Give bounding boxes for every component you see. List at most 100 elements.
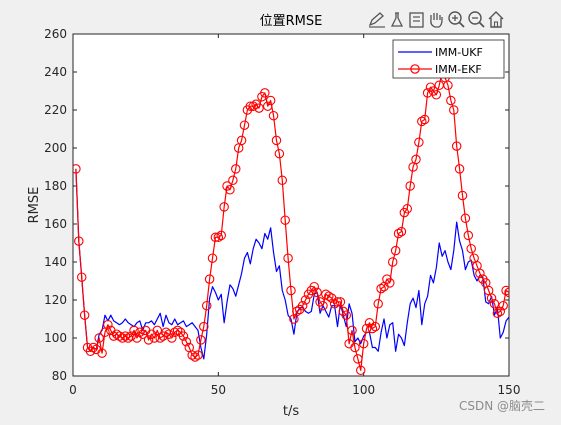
data-point-imm-ekf (486, 293, 497, 303)
data-point-imm-ekf (489, 299, 500, 309)
x-axis-label: t/s (283, 404, 299, 419)
data-point-imm-ekf (367, 323, 378, 334)
data-point-imm-ekf (422, 88, 433, 98)
y-axis-label: RMSE (27, 187, 42, 224)
data-point-imm-ekf (199, 321, 209, 332)
annotate-icon[interactable] (368, 12, 385, 28)
data-point-imm-ekf (277, 175, 288, 186)
data-point-imm-ekf (414, 137, 424, 148)
data-point-imm-ekf (460, 213, 471, 224)
data-point-imm-ekf (79, 310, 90, 320)
y-tick-label: 120 (44, 293, 67, 307)
data-point-imm-ekf (332, 297, 343, 307)
data-point-imm-ekf (318, 300, 328, 311)
data-point-imm-ekf (449, 105, 459, 115)
data-point-imm-ekf (265, 95, 276, 106)
data-point-imm-ekf (196, 335, 206, 345)
save-icon[interactable] (409, 12, 424, 28)
data-point-imm-ekf (216, 230, 226, 241)
data-point-imm-ekf (207, 253, 218, 263)
x-tick-label: 150 (498, 383, 521, 397)
data-point-imm-ekf (504, 287, 509, 298)
y-tick-label: 100 (44, 331, 67, 345)
data-point-imm-ekf (167, 333, 177, 343)
data-point-imm-ekf (108, 331, 119, 341)
data-point-imm-ekf (501, 285, 509, 296)
zoom-in-icon[interactable] (448, 11, 465, 28)
data-point-imm-ekf (341, 310, 351, 320)
data-point-imm-ekf (210, 232, 221, 243)
data-point-imm-ekf (419, 114, 430, 125)
data-point-imm-ekf (187, 350, 197, 360)
data-point-imm-ekf (463, 230, 474, 241)
data-point-imm-ekf (347, 325, 357, 336)
data-point-imm-ekf (190, 352, 200, 362)
data-point-imm-ekf (446, 95, 456, 106)
data-point-imm-ekf (239, 120, 250, 130)
data-point-imm-ekf (353, 354, 363, 364)
data-point-imm-ekf (431, 90, 442, 100)
x-tick-label: 50 (211, 383, 226, 397)
plot-series-group (73, 67, 509, 376)
y-tick-label: 140 (44, 255, 67, 269)
data-point-imm-ekf (335, 297, 346, 307)
data-point-imm-ekf (231, 164, 241, 174)
data-point-imm-ekf (245, 101, 256, 111)
data-point-imm-ekf (466, 243, 476, 254)
data-point-imm-ekf (236, 135, 247, 146)
data-point-imm-ekf (358, 338, 369, 349)
data-point-imm-ekf (451, 141, 462, 151)
data-point-imm-ekf (396, 226, 407, 237)
y-tick-label: 80 (52, 369, 67, 383)
data-point-imm-ekf (300, 295, 311, 305)
data-point-imm-ekf (373, 299, 383, 309)
data-point-imm-ekf (492, 308, 503, 319)
data-point-imm-ekf (114, 331, 125, 341)
data-point-imm-ekf (271, 135, 282, 146)
data-point-imm-ekf (248, 101, 258, 111)
data-point-imm-ekf (457, 190, 468, 201)
data-point-imm-ekf (385, 278, 395, 288)
data-point-imm-ekf (312, 287, 322, 298)
legend-marker-imm-ekf (410, 64, 420, 74)
data-point-imm-ekf (387, 257, 398, 267)
data-point-imm-ekf (126, 331, 136, 341)
data-point-imm-ekf (178, 331, 189, 341)
pan-icon[interactable] (430, 13, 443, 28)
data-point-imm-ekf (405, 181, 415, 191)
data-point-imm-ekf (292, 306, 302, 317)
home-icon[interactable] (488, 11, 504, 28)
data-point-imm-ekf (94, 333, 104, 343)
data-point-imm-ekf (225, 185, 235, 195)
data-point-imm-ekf (120, 331, 131, 341)
data-point-imm-ekf (324, 291, 334, 301)
clear-icon[interactable] (390, 12, 404, 27)
data-point-imm-ekf (74, 236, 84, 246)
data-point-imm-ekf (254, 103, 264, 113)
data-point-imm-ekf (169, 327, 180, 338)
data-point-imm-ekf (143, 335, 154, 345)
y-tick-label: 200 (44, 141, 67, 155)
zoom-out-icon[interactable] (468, 11, 485, 28)
y-tick-label: 260 (44, 27, 67, 41)
y-tick-label: 220 (44, 103, 67, 117)
data-point-imm-ekf (286, 285, 296, 296)
data-point-imm-ekf (402, 204, 413, 214)
data-point-imm-ekf (376, 283, 386, 294)
axis-ticks: 0 50 100 150 80 100 120 140 160 180 200 220 240 260 (44, 27, 520, 397)
series-layer (73, 67, 509, 376)
x-tick-label: 100 (352, 383, 375, 397)
data-point-imm-ekf (393, 228, 404, 239)
data-point-imm-ekf (280, 215, 290, 225)
data-point-imm-ekf (350, 342, 360, 353)
data-point-imm-ekf (356, 365, 366, 376)
data-point-imm-ekf (443, 80, 453, 91)
data-point-imm-ekf (213, 232, 224, 243)
data-point-imm-ekf (309, 281, 319, 292)
data-point-imm-ekf (498, 300, 508, 311)
data-point-imm-ekf (193, 350, 203, 360)
data-point-imm-ekf (73, 164, 81, 174)
legend-label-imm-ekf: IMM-EKF (435, 63, 482, 76)
